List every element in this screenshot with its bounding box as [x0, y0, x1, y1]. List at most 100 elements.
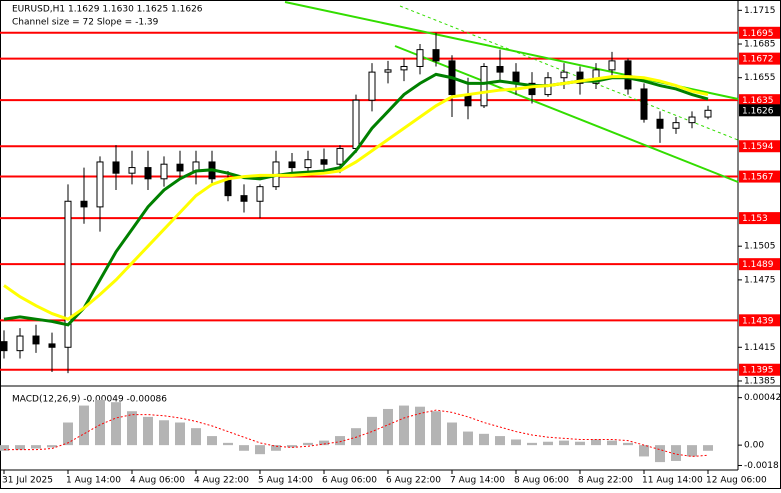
x-tick-label: 4 Aug 22:00: [194, 476, 249, 486]
macd-bar: [239, 445, 249, 451]
x-tick-label: 11 Aug 14:00: [642, 476, 703, 486]
macd-bar: [0, 445, 9, 451]
x-tick-label: 6 Aug 22:00: [386, 476, 441, 486]
macd-bar: [655, 445, 665, 463]
level-label-box: [739, 212, 780, 225]
level-label-box: [739, 314, 780, 327]
macd-bar: [383, 408, 393, 446]
candle-body: [224, 178, 232, 197]
candle-body: [704, 109, 712, 118]
candle-body: [432, 49, 440, 62]
candle-body: [336, 147, 344, 165]
macd-bar: [447, 422, 457, 446]
macd-bar: [223, 442, 233, 446]
macd-bar: [671, 445, 681, 461]
level-label-box: [739, 26, 780, 39]
candle-body: [560, 71, 568, 79]
level-label-box: [739, 170, 780, 183]
candle-body: [368, 71, 376, 101]
macd-bar: [143, 416, 153, 446]
candle-body: [144, 167, 152, 180]
macd-bar: [175, 422, 185, 446]
candle-body: [112, 161, 120, 174]
macd-bar: [559, 440, 569, 446]
candle-body: [592, 69, 600, 84]
channel-middle: [399, 5, 739, 141]
candle-body: [0, 341, 8, 352]
macd-bar: [687, 445, 697, 457]
current-price-label: 1.1626: [742, 106, 774, 116]
y-tick-label: 1.1385: [744, 376, 776, 386]
candle-body: [352, 99, 360, 149]
macd-bar: [479, 433, 489, 446]
macd-bar: [591, 439, 601, 446]
y-tick-label: 0.00042: [744, 393, 781, 403]
x-tick-label: 5 Aug 14:00: [258, 476, 313, 486]
macd-bar: [335, 436, 345, 446]
macd-bar: [255, 445, 265, 455]
macd-bar: [511, 439, 521, 446]
macd-bar: [79, 405, 89, 446]
current-price-box: [739, 104, 780, 117]
macd-bar: [159, 420, 169, 446]
candle-body: [528, 82, 536, 96]
candle-body: [288, 161, 296, 169]
y-tick-label: 1.1685: [744, 40, 776, 50]
y-tick-label: -0.0018: [744, 461, 779, 471]
macd-bar: [623, 442, 633, 446]
y-tick-label: 1.1475: [744, 275, 776, 285]
signal-line: [4, 409, 709, 457]
macd-bar: [15, 445, 25, 450]
macd-bar: [303, 442, 313, 446]
chart-subtitle: Channel size = 72 Slope = -1.39: [12, 18, 159, 28]
macd-bar: [207, 436, 217, 446]
macd-bar: [495, 436, 505, 446]
chart-title: EURUSD,H1 1.1629 1.1630 1.1625 1.1626: [12, 5, 203, 15]
level-label-box: [739, 363, 780, 376]
x-tick-label: 8 Aug 06:00: [514, 476, 569, 486]
y-tick-label: 1.1715: [744, 6, 776, 16]
macd-bar: [607, 440, 617, 446]
candle-body: [480, 65, 488, 107]
macd-title: MACD(12,26,9) -0.00049 -0.00086: [12, 395, 167, 405]
candle-body: [64, 200, 72, 348]
level-label: 1.1567: [742, 173, 774, 183]
candle-body: [640, 88, 648, 120]
x-tick-label: 6 Aug 06:00: [322, 476, 377, 486]
level-label-box: [739, 140, 780, 153]
macd-bar: [31, 445, 41, 449]
macd-bar: [319, 440, 329, 446]
level-label: 1.153: [742, 214, 768, 224]
macd-bar: [543, 441, 553, 446]
macd-bar: [367, 416, 377, 446]
candle-body: [672, 122, 680, 129]
candle-body: [176, 163, 184, 172]
candle-body: [160, 163, 168, 180]
macd-bar: [639, 445, 649, 457]
candle-body: [304, 159, 312, 169]
candle-body: [240, 195, 248, 202]
macd-bar: [703, 445, 713, 451]
x-tick-label: 8 Aug 22:00: [578, 476, 633, 486]
level-label: 1.1489: [742, 260, 774, 270]
moving-average: [3, 75, 709, 321]
macd-bar: [351, 428, 361, 446]
x-tick-label: 1 Aug 14:00: [66, 476, 121, 486]
macd-bar: [95, 399, 105, 446]
macd-bar: [191, 428, 201, 446]
candle-body: [320, 159, 328, 165]
macd-bar: [527, 442, 537, 446]
candle-body: [384, 69, 392, 73]
macd-bar: [575, 441, 585, 446]
candle-body: [48, 343, 56, 348]
y-tick-label: 1.1415: [744, 343, 776, 353]
candle-body: [16, 335, 24, 352]
candle-body: [656, 118, 664, 129]
candle-body: [96, 161, 104, 208]
candle-body: [32, 335, 40, 345]
level-label-box: [739, 94, 780, 107]
x-tick-label: 31 Jul 2025: [2, 476, 53, 486]
x-tick-label: 7 Aug 14:00: [450, 476, 505, 486]
level-label: 1.1395: [742, 366, 774, 376]
